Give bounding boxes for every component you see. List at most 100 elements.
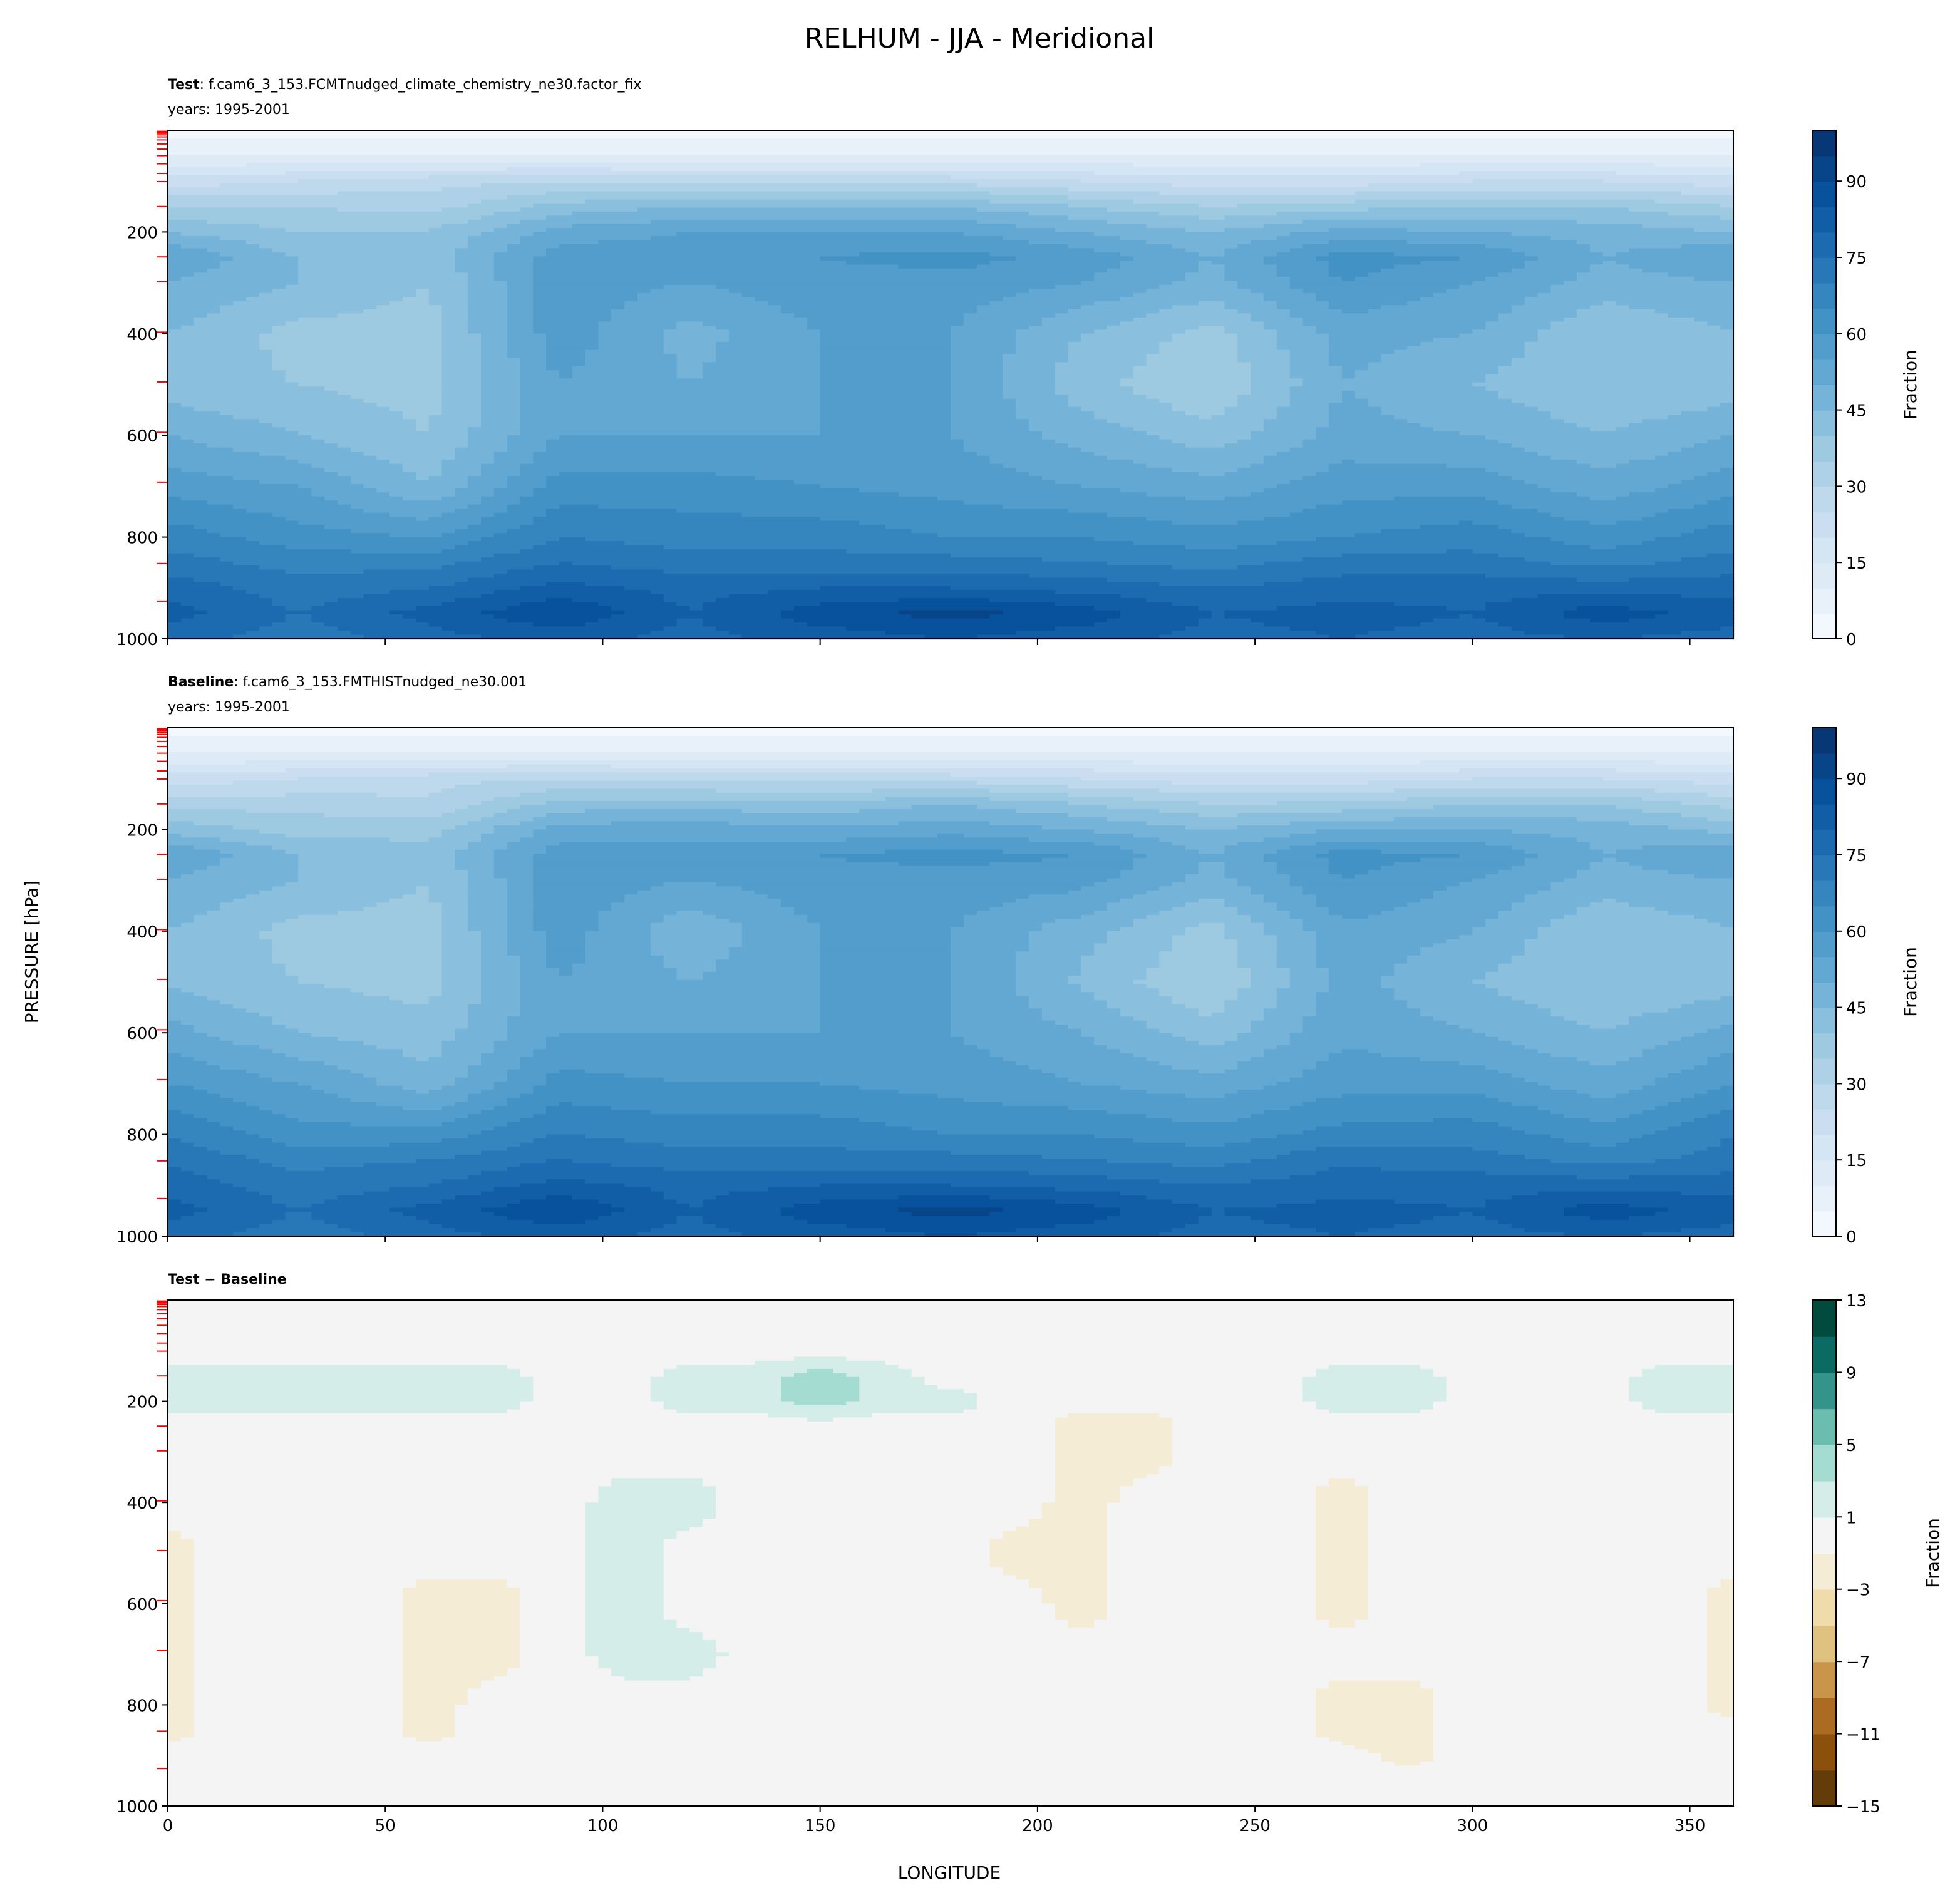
baseline-contour-cell	[1616, 805, 1721, 810]
test-contour-cell	[1159, 211, 1278, 217]
test-contour-cell	[468, 301, 508, 306]
diff-contour-cell	[1642, 1368, 1735, 1374]
diff-contour-cell	[1354, 1745, 1435, 1750]
baseline-contour-cell	[703, 976, 821, 981]
diff-contour-cell	[193, 1628, 404, 1633]
test-contour-cell	[468, 427, 521, 432]
baseline-contour-cell	[989, 1053, 1134, 1058]
baseline-contour-cell	[168, 898, 234, 904]
baseline-contour-cell	[1146, 976, 1252, 981]
test-contour-cell	[703, 366, 821, 371]
test-contour-cell	[1068, 346, 1160, 351]
baseline-contour-cell	[1616, 898, 1735, 904]
test-contour-cell	[168, 386, 326, 391]
baseline-contour-cell	[441, 1106, 495, 1111]
diff-contour-cell	[1707, 1587, 1735, 1593]
test-contour-cell	[324, 602, 443, 607]
diff-contour-cell	[455, 1725, 1317, 1730]
test-contour-cell	[533, 232, 678, 237]
test-contour-cell	[663, 333, 730, 339]
test-contour-cell	[585, 582, 1160, 587]
test-contour-cell	[520, 427, 821, 432]
baseline-contour-cell	[1394, 1224, 1513, 1229]
baseline-contour-cell	[1616, 857, 1735, 863]
test-contour-cell	[1251, 435, 1317, 440]
test-contour-cell	[428, 292, 469, 298]
baseline-contour-cell	[259, 935, 443, 940]
baseline-contour-cell	[1107, 1110, 1265, 1115]
test-contour-cell	[468, 439, 508, 445]
baseline-contour-cell	[1107, 878, 1187, 884]
test-contour-cell	[1589, 248, 1630, 254]
diff-contour-cell	[533, 1397, 652, 1402]
baseline-contour-cell	[1577, 1020, 1630, 1026]
baseline-contour-cell	[546, 1179, 586, 1184]
baseline-contour-cell	[1642, 1085, 1721, 1091]
baseline-contour-cell	[546, 931, 586, 936]
diff-contour-cell	[1720, 1583, 1735, 1589]
baseline-contour-cell	[1329, 971, 1395, 977]
test-contour-cell	[611, 309, 782, 314]
test-contour-cell	[951, 403, 1017, 408]
baseline-contour-cell	[1420, 947, 1525, 953]
diff-contour-cell	[168, 1421, 1056, 1427]
baseline-contour-cell	[1081, 971, 1147, 977]
test-contour-cell	[1055, 602, 1173, 607]
test-contour-cell	[350, 549, 443, 554]
diff-contour-cell	[585, 1611, 664, 1617]
test-contour-cell	[1107, 577, 1304, 583]
test-contour-cell	[546, 248, 1095, 254]
baseline-contour-cell	[1316, 1000, 1408, 1005]
baseline-contour-cell	[1498, 1150, 1695, 1156]
baseline-contour-cell	[168, 1033, 208, 1038]
test-contour-cell	[324, 468, 404, 473]
diff-contour-cell	[1107, 1567, 1317, 1572]
baseline-contour-cell	[1381, 979, 1473, 985]
baseline-contour-cell	[324, 1167, 508, 1172]
baseline-contour-cell	[1264, 1049, 1343, 1054]
test-contour-cell	[1381, 406, 1539, 412]
test-contour-cell	[807, 622, 1095, 627]
test-contour-cell	[168, 577, 195, 583]
baseline-contour-cell	[1316, 1012, 1421, 1018]
test-contour-cell	[637, 292, 743, 298]
baseline-contour-cell	[1016, 968, 1082, 973]
test-contour-cell	[533, 292, 639, 298]
baseline-contour-cell	[703, 1216, 795, 1221]
test-contour-cell	[1133, 162, 1421, 168]
baseline-contour-cell	[168, 768, 286, 773]
baseline-contour-cell	[689, 1204, 704, 1209]
test-contour-cell	[1564, 610, 1669, 616]
baseline-contour-cell	[168, 870, 195, 875]
baseline-contour-cell	[246, 1102, 378, 1107]
baseline-contour-cell	[1420, 760, 1656, 765]
baseline-contour-cell	[1198, 849, 1225, 855]
test-contour-cell	[533, 289, 652, 294]
diff-contour-cell	[507, 1668, 612, 1673]
test-contour-cell	[507, 435, 560, 440]
test-contour-cell	[1354, 390, 1500, 396]
test-contour-cell	[441, 349, 482, 355]
test-contour-cell	[468, 325, 508, 331]
baseline-contour-cell	[820, 935, 952, 940]
baseline-contour-cell	[1081, 984, 1147, 989]
baseline-contour-cell	[389, 1142, 521, 1148]
baseline-contour-cell	[546, 951, 586, 956]
baseline-contour-cell	[1159, 955, 1239, 961]
baseline-contour-cell	[820, 1016, 952, 1021]
diff-contour-cell	[1316, 1713, 1435, 1718]
baseline-contour-cell	[168, 854, 234, 859]
test-contour-cell	[220, 305, 378, 311]
baseline-contour-cell	[246, 1130, 482, 1135]
diff-contour-cell	[1107, 1526, 1317, 1532]
test-contour-cell	[1094, 415, 1200, 420]
test-contour-cell	[533, 565, 612, 571]
baseline-contour-cell	[1524, 943, 1735, 948]
test-contour-cell	[168, 460, 299, 465]
baseline-contour-cell	[951, 943, 1030, 948]
baseline-contour-cell	[1133, 1138, 1252, 1144]
test-contour-cell	[168, 219, 208, 225]
baseline-contour-cell	[1564, 1016, 1630, 1021]
test-contour-cell	[703, 618, 795, 624]
diff-contour-cell	[403, 1717, 456, 1722]
